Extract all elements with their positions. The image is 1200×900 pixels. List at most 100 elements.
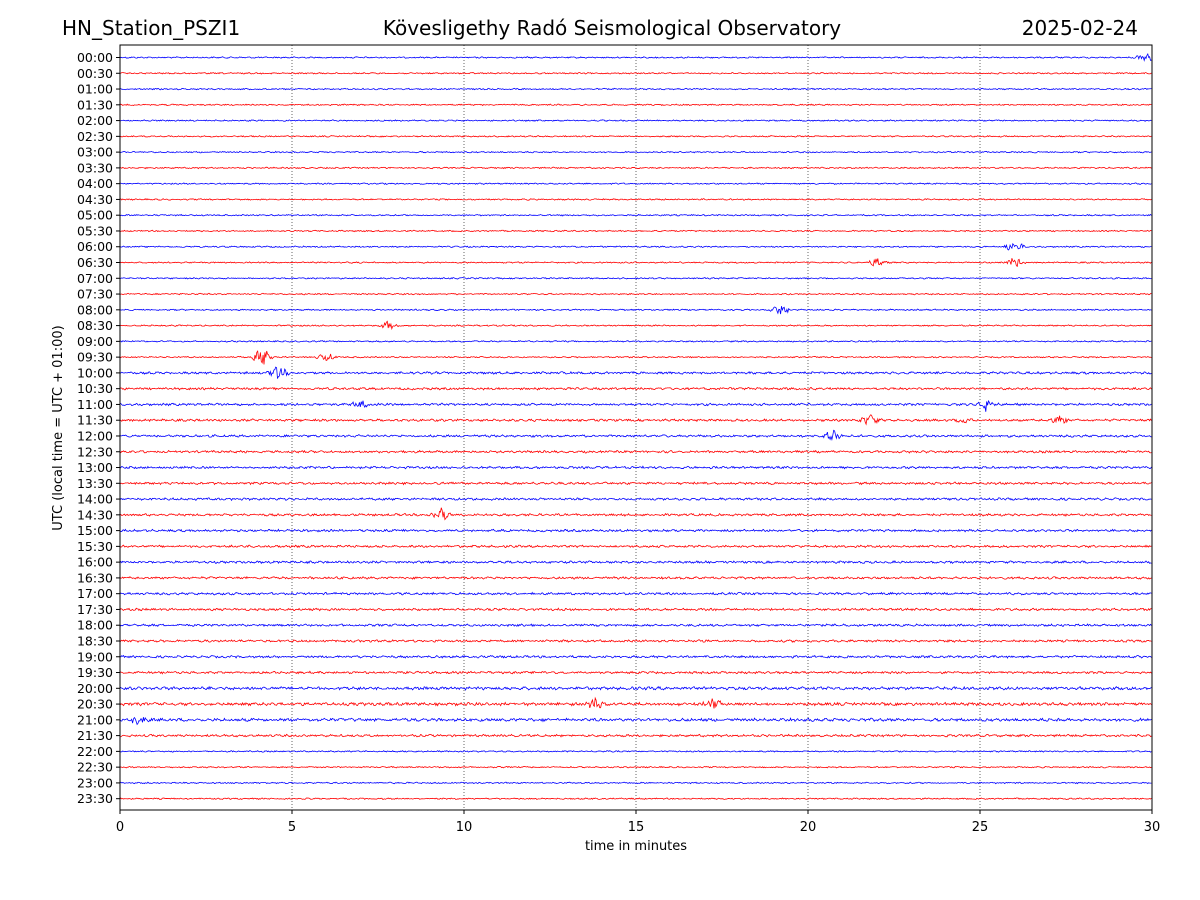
trace-group (119, 52, 1152, 800)
trace-line (119, 591, 1152, 596)
trace-line (119, 366, 1152, 379)
trace-line (119, 258, 1152, 267)
trace-line (119, 781, 1152, 785)
x-tick-label: 10 (456, 820, 473, 835)
trace-line (119, 623, 1152, 628)
trace-line (119, 607, 1152, 612)
trace-line (119, 87, 1152, 91)
trace-line (119, 414, 1152, 426)
x-tick-label: 30 (1144, 820, 1161, 835)
observatory-title: Kövesligethy Radó Seismological Observat… (382, 16, 842, 40)
y-tick-label: 13:30 (77, 476, 113, 491)
x-axis: 0 5 10 15 20 25 30 (116, 810, 1160, 835)
y-tick-label: 22:00 (77, 744, 113, 759)
y-axis-label: UTC (local time = UTC + 01:00) (51, 325, 66, 530)
y-tick-label: 12:00 (77, 428, 113, 443)
trace-line (119, 670, 1152, 675)
x-tick-label: 0 (116, 820, 124, 835)
y-tick-label: 03:30 (77, 160, 113, 175)
y-tick-label: 08:00 (77, 302, 113, 317)
y-tick-label: 06:00 (77, 239, 113, 254)
x-tick-label: 25 (972, 820, 989, 835)
y-tick-label: 16:30 (77, 570, 113, 585)
trace-line (119, 685, 1152, 691)
y-tick-label: 05:00 (77, 208, 113, 223)
grid-lines (291, 45, 981, 810)
trace-line (119, 243, 1152, 251)
trace-line (119, 399, 1152, 412)
trace-line (119, 449, 1152, 454)
y-tick-label: 22:30 (77, 760, 113, 775)
y-tick-label: 04:30 (77, 192, 113, 207)
y-tick-label: 01:30 (77, 97, 113, 112)
trace-line (119, 654, 1152, 659)
y-tick-label: 02:30 (77, 129, 113, 144)
y-tick-label: 05:30 (77, 223, 113, 238)
y-tick-label: 04:00 (77, 176, 113, 191)
trace-line (119, 306, 1152, 315)
y-tick-label: 08:30 (77, 318, 113, 333)
y-tick-label: 21:30 (77, 728, 113, 743)
trace-line (119, 481, 1152, 486)
trace-line (119, 465, 1152, 470)
y-tick-label: 15:00 (77, 523, 113, 538)
trace-line (119, 150, 1152, 154)
trace-line (119, 52, 1152, 62)
y-tick-label: 01:00 (77, 82, 113, 97)
y-tick-label: 02:00 (77, 113, 113, 128)
x-tick-label: 20 (800, 820, 817, 835)
y-tick-label: 17:00 (77, 586, 113, 601)
y-tick-label: 07:30 (77, 287, 113, 302)
trace-line (119, 320, 1152, 331)
x-tick-label: 5 (288, 820, 296, 835)
trace-line (119, 119, 1152, 122)
y-tick-label: 09:30 (77, 350, 113, 365)
trace-line (119, 135, 1152, 138)
y-tick-label: 12:30 (77, 444, 113, 459)
trace-line (119, 166, 1152, 170)
y-tick-label: 16:00 (77, 555, 113, 570)
y-tick-label: 03:00 (77, 145, 113, 160)
trace-line (119, 797, 1152, 800)
trace-line (119, 507, 1152, 521)
y-tick-label: 23:30 (77, 791, 113, 806)
trace-line (119, 103, 1152, 107)
trace-line (119, 213, 1152, 217)
trace-line (119, 750, 1152, 753)
trace-line (119, 716, 1152, 726)
y-tick-label: 11:00 (77, 397, 113, 412)
trace-line (119, 350, 1152, 365)
trace-line (119, 765, 1152, 769)
y-tick-label: 14:00 (77, 492, 113, 507)
y-tick-label: 23:00 (77, 775, 113, 790)
y-tick-label: 18:30 (77, 633, 113, 648)
trace-line (119, 696, 1152, 709)
trace-line (119, 429, 1152, 441)
y-tick-label: 10:00 (77, 365, 113, 380)
y-tick-label: 19:30 (77, 665, 113, 680)
trace-line (119, 528, 1152, 533)
y-tick-label: 15:30 (77, 539, 113, 554)
y-tick-label: 06:30 (77, 255, 113, 270)
trace-line (119, 386, 1152, 391)
trace-line (119, 340, 1152, 343)
y-tick-label: 14:30 (77, 507, 113, 522)
y-tick-label: 00:30 (77, 66, 113, 81)
trace-line (119, 229, 1152, 233)
y-tick-label: 13:00 (77, 460, 113, 475)
recording-date: 2025-02-24 (1021, 16, 1138, 40)
y-tick-label: 21:00 (77, 712, 113, 727)
trace-line (119, 277, 1152, 280)
y-tick-label: 20:30 (77, 697, 113, 712)
y-tick-label: 07:00 (77, 271, 113, 286)
y-tick-label: 11:30 (77, 413, 113, 428)
trace-line (120, 733, 1152, 738)
y-tick-label: 00:00 (77, 50, 113, 65)
trace-line (119, 496, 1152, 502)
x-axis-label: time in minutes (585, 839, 687, 854)
station-name: HN_Station_PSZI1 (62, 16, 241, 40)
y-tick-label: 18:00 (77, 618, 113, 633)
trace-line (119, 639, 1152, 643)
y-tick-label: 20:00 (77, 681, 113, 696)
